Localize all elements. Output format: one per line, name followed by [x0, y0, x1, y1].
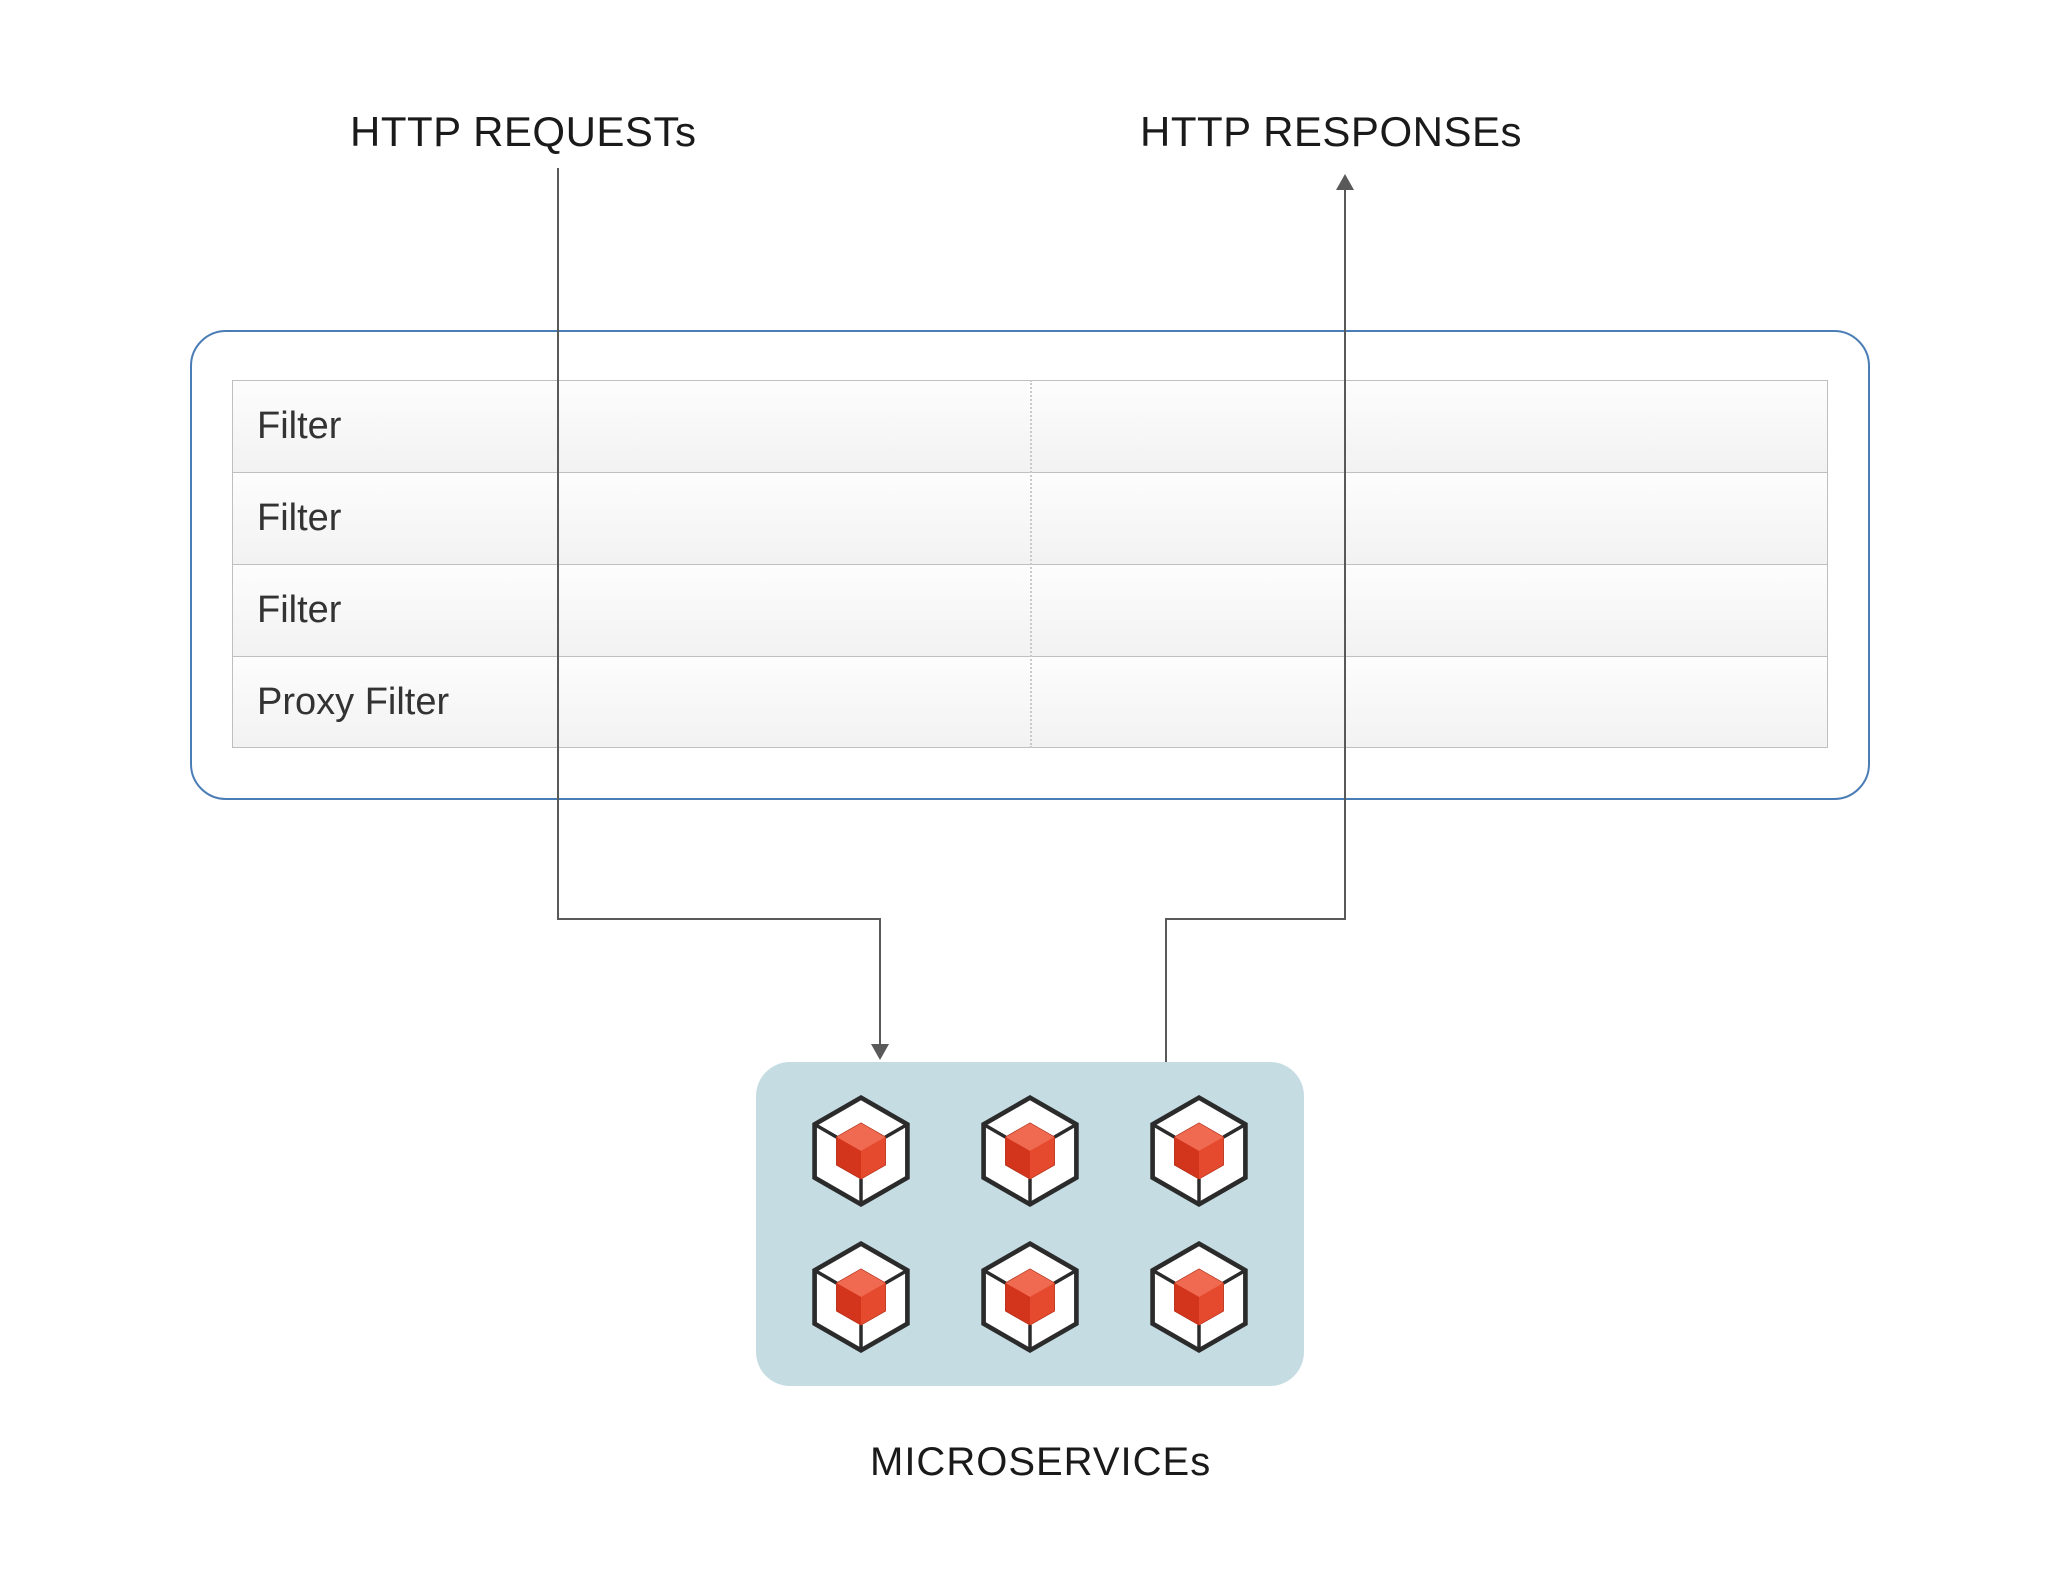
request-arrow-head-icon [871, 1044, 889, 1060]
request-arrow-seg-3 [879, 918, 881, 1046]
response-arrow-seg-1 [1165, 918, 1167, 1062]
microservice-node-icon [972, 1093, 1088, 1209]
filter-table-divider [1030, 380, 1032, 748]
request-arrow-seg-1 [557, 168, 559, 918]
label-microservices: MICROSERVICEs [870, 1440, 1211, 1485]
microservice-node-icon [803, 1239, 919, 1355]
microservice-node-icon [1141, 1239, 1257, 1355]
label-http-requests: HTTP REQUESTs [350, 108, 696, 156]
response-arrow-head-icon [1336, 174, 1354, 190]
microservice-node-icon [803, 1093, 919, 1209]
microservices-box [756, 1062, 1304, 1386]
response-arrow-seg-2 [1165, 918, 1346, 920]
diagram-stage: HTTP REQUESTs HTTP RESPONSEs Filter Filt… [0, 0, 2048, 1573]
response-arrow-seg-3 [1344, 188, 1346, 920]
label-http-responses: HTTP RESPONSEs [1140, 108, 1522, 156]
request-arrow-seg-2 [557, 918, 881, 920]
microservice-node-icon [1141, 1093, 1257, 1209]
microservice-node-icon [972, 1239, 1088, 1355]
